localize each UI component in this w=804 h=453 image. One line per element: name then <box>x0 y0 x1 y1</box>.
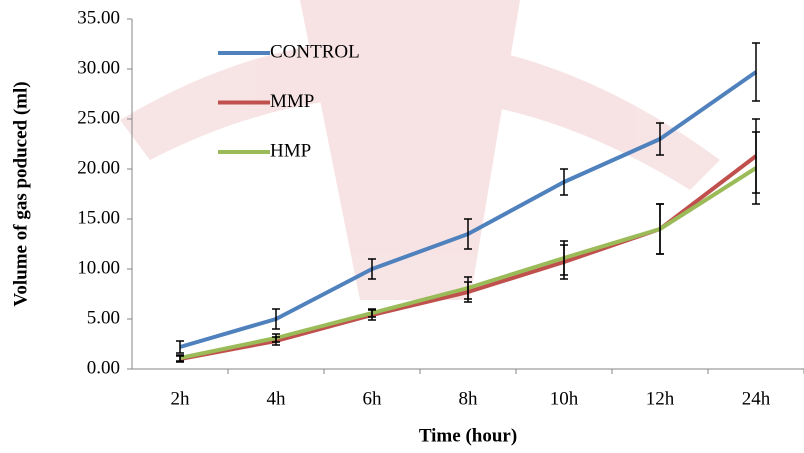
y-tick-label: 20.00 <box>77 157 120 178</box>
error-bar <box>560 240 568 276</box>
x-tick-label: 2h <box>171 388 191 409</box>
y-axis-title: Volume of gas poduced (ml) <box>10 81 31 306</box>
error-bar <box>752 42 760 102</box>
error-bar <box>272 333 280 343</box>
legend-label: MMP <box>270 91 314 112</box>
error-bar <box>752 131 760 205</box>
x-tick-label: 10h <box>550 388 579 409</box>
y-tick-label: 25.00 <box>77 107 120 128</box>
y-tick-label: 15.00 <box>77 207 120 228</box>
error-bar <box>176 354 184 362</box>
x-tick-label: 6h <box>363 388 383 409</box>
y-tick-label: 0.00 <box>87 357 120 378</box>
y-tick-label: 35.00 <box>77 7 120 28</box>
error-bar <box>464 218 472 250</box>
y-tick-label: 10.00 <box>77 257 120 278</box>
x-axis-title: Time (hour) <box>419 425 517 446</box>
error-bar <box>176 340 184 354</box>
legend-label: HMP <box>270 140 311 161</box>
watermark <box>120 0 720 300</box>
error-bar <box>272 308 280 330</box>
x-tick-label: 4h <box>267 388 287 409</box>
error-bar <box>656 122 664 156</box>
legend-label: CONTROL <box>270 41 360 62</box>
error-bar <box>464 276 472 300</box>
x-tick-label: 12h <box>646 388 675 409</box>
y-tick-label: 5.00 <box>87 307 120 328</box>
error-bar <box>656 203 664 255</box>
y-tick-label: 30.00 <box>77 57 120 78</box>
error-bar <box>368 258 376 280</box>
x-tick-label: 8h <box>459 388 479 409</box>
x-tick-label: 24h <box>742 388 771 409</box>
error-bar <box>368 308 376 318</box>
error-bar <box>560 168 568 196</box>
